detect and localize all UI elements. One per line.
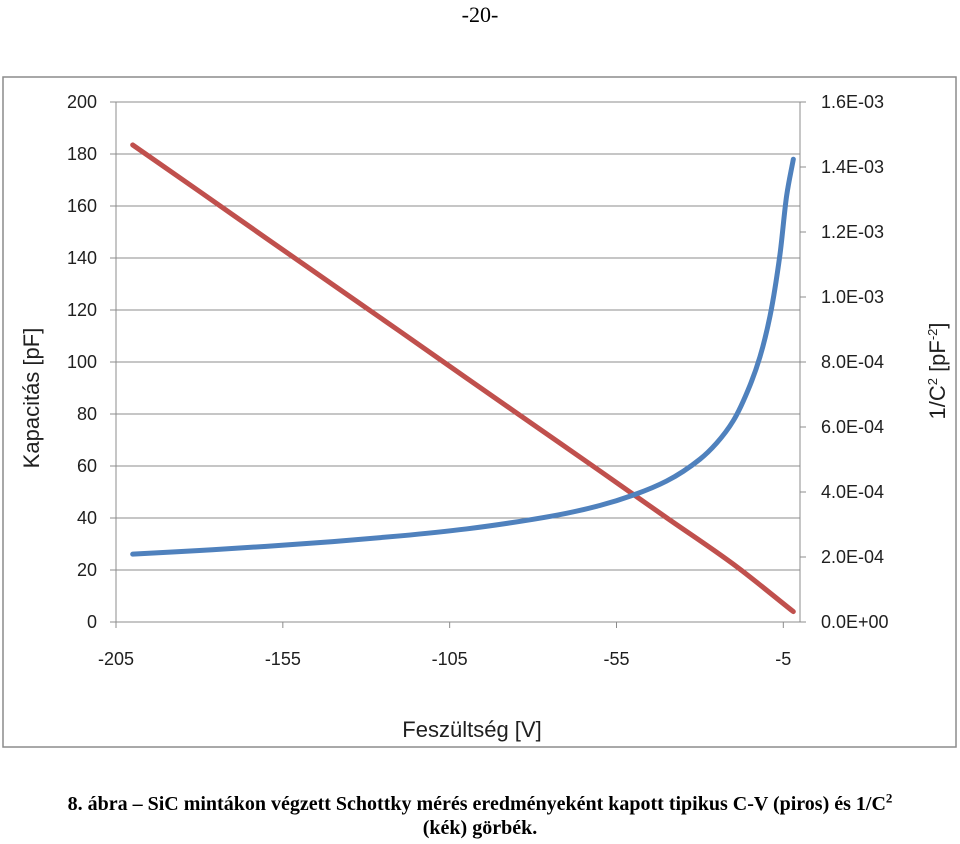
y-tick-label: 180 [67, 144, 97, 164]
x-tick-label: -205 [98, 649, 134, 669]
caption-line-2: (kék) görbék. [422, 817, 538, 839]
y2-tick-label: 1.2E-03 [821, 222, 884, 242]
y-tick-label: 200 [67, 92, 97, 112]
x-tick-label: -105 [432, 649, 468, 669]
y-tick-label: 120 [67, 300, 97, 320]
page-number: -20- [461, 2, 499, 27]
caption-line-1: 8. ábra – SiC mintákon végzett Schottky … [67, 793, 886, 815]
y-tick-label: 0 [87, 612, 97, 632]
chart-frame [2, 76, 957, 748]
y2-tick-label: 4.0E-04 [821, 482, 884, 502]
y2-tick-label: 1.6E-03 [821, 92, 884, 112]
y2-tick-label: 6.0E-04 [821, 417, 884, 437]
y-tick-label: 160 [67, 196, 97, 216]
y2-tick-label: 2.0E-04 [821, 547, 884, 567]
y-tick-label: 20 [77, 560, 97, 580]
tick-labels: -205 -155 -105 -55 -5 0 20 40 60 80 100 120 140 160 18… [67, 92, 889, 669]
x-tick-label: -55 [603, 649, 629, 669]
cv-chart: -205 -155 -105 -55 -5 0 20 40 60 80 100 120 140 160 18… [2, 76, 957, 748]
series-layer [130, 142, 796, 615]
y2-axis-label: 1/C2 [pF-2] [925, 322, 950, 419]
y-tick-label: 100 [67, 352, 97, 372]
y2-tick-label: 1.0E-03 [821, 287, 884, 307]
y-tick-label: 40 [77, 508, 97, 528]
y-tick-label: 60 [77, 456, 97, 476]
figure-caption: 8. ábra – SiC mintákon végzett Schottky … [10, 790, 950, 840]
series-blue-line [130, 156, 796, 557]
axes [110, 101, 806, 628]
y-tick-label: 80 [77, 404, 97, 424]
x-axis-label: Feszültség [V] [402, 717, 541, 742]
y-tick-label: 140 [67, 248, 97, 268]
series-red-line [130, 142, 796, 615]
x-tick-label: -155 [265, 649, 301, 669]
y2-tick-label: 8.0E-04 [821, 352, 884, 372]
y-axis-label: Kapacitás [pF] [19, 328, 44, 469]
x-tick-label: -5 [775, 649, 791, 669]
grid-lines [116, 101, 800, 571]
y2-tick-label: 0.0E+00 [821, 612, 889, 632]
caption-superscript: 2 [885, 790, 893, 806]
y2-tick-label: 1.4E-03 [821, 157, 884, 177]
